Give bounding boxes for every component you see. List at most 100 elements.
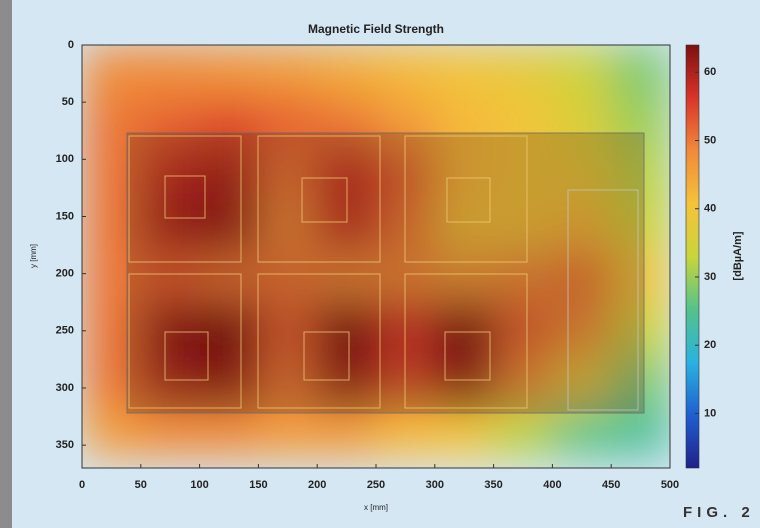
heat-cell <box>493 96 553 149</box>
heat-cell <box>493 250 553 303</box>
y-tick-label: 50 <box>62 96 74 108</box>
x-axis-label: x [mm] <box>364 503 388 512</box>
y-tick-label: 0 <box>68 39 74 51</box>
x-tick-label: 300 <box>426 479 444 491</box>
y-tick-label: 300 <box>56 382 74 394</box>
heat-cell <box>140 302 201 355</box>
heat-cell <box>376 199 436 252</box>
heat-cell <box>434 45 495 97</box>
heat-cell <box>258 250 318 303</box>
x-tick-label: 150 <box>249 479 267 491</box>
colorbar-tick-label: 60 <box>704 66 716 78</box>
x-tick-label: 350 <box>484 479 502 491</box>
heat-cell <box>82 96 142 149</box>
heat-cell <box>82 199 142 252</box>
heat-cell <box>376 96 436 149</box>
x-tick-label: 250 <box>367 479 385 491</box>
heat-cell <box>140 147 201 200</box>
y-tick-label: 100 <box>56 153 74 165</box>
x-tick-label: 400 <box>543 479 561 491</box>
heat-cell <box>611 96 670 149</box>
heat-cell <box>552 353 612 406</box>
heat-cell <box>82 250 142 303</box>
heat-cell <box>611 302 670 355</box>
heat-cell <box>140 45 201 97</box>
heat-cell <box>199 302 259 355</box>
heat-cell <box>82 45 142 97</box>
heat-cell <box>140 405 201 458</box>
heat-cell <box>199 45 259 97</box>
heat-cell <box>199 147 259 200</box>
heat-cell <box>258 45 318 97</box>
heat-cell <box>317 405 377 458</box>
y-tick-label: 150 <box>56 210 74 222</box>
heat-cell <box>376 405 436 458</box>
heat-cell <box>611 147 670 200</box>
heat-cell <box>434 199 495 252</box>
heat-cell <box>552 45 612 97</box>
heat-cell <box>552 96 612 149</box>
heat-cell <box>258 147 318 200</box>
heat-cell <box>199 199 259 252</box>
y-tick-label: 250 <box>56 325 74 337</box>
heat-cell <box>317 45 377 97</box>
heat-cell <box>376 353 436 406</box>
chart-title: Magnetic Field Strength <box>308 22 444 36</box>
heat-cell <box>493 405 553 458</box>
y-axis-label: y [mm] <box>29 244 38 268</box>
heat-cell <box>258 405 318 458</box>
heat-cell <box>434 147 495 200</box>
heat-cell <box>493 45 553 97</box>
heat-cell <box>376 302 436 355</box>
heat-cell <box>317 96 377 149</box>
x-tick-label: 200 <box>308 479 326 491</box>
colorbar-tick-label: 50 <box>704 134 716 146</box>
heat-cell <box>493 302 553 355</box>
heat-cell <box>82 353 142 406</box>
heat-cell <box>611 353 670 406</box>
colorbar-label: [dBµA/m] <box>732 231 744 280</box>
heat-cell <box>434 250 495 303</box>
heat-cell <box>140 96 201 149</box>
heat-cell <box>493 353 553 406</box>
heat-cell <box>258 96 318 149</box>
heat-cell <box>552 405 612 458</box>
heatmap <box>82 45 670 458</box>
heat-cell <box>258 302 318 355</box>
heat-cell <box>376 250 436 303</box>
heat-cell <box>552 302 612 355</box>
colorbar-tick-label: 20 <box>704 339 716 351</box>
heat-cell <box>611 199 670 252</box>
side-strip <box>0 0 12 528</box>
colorbar-tick-label: 30 <box>704 271 716 283</box>
heat-cell <box>552 199 612 252</box>
colorbar-tick-label: 40 <box>704 203 716 215</box>
heat-cell <box>199 405 259 458</box>
heat-cell <box>611 45 670 97</box>
heat-cell <box>552 250 612 303</box>
pcb-overlay <box>126 132 645 414</box>
heat-cell <box>493 147 553 200</box>
x-tick-label: 100 <box>190 479 208 491</box>
heat-cell <box>611 405 670 458</box>
heat-cell <box>552 147 612 200</box>
heat-cell <box>258 199 318 252</box>
heat-cell <box>317 250 377 303</box>
y-tick-label: 200 <box>56 268 74 280</box>
heat-cell <box>199 353 259 406</box>
heat-cell <box>611 250 670 303</box>
x-tick-label: 0 <box>79 479 85 491</box>
heat-cell <box>199 96 259 149</box>
heat-cell <box>140 250 201 303</box>
heat-cell <box>82 405 142 458</box>
heat-cell <box>434 405 495 458</box>
heat-cell <box>376 45 436 97</box>
x-tick-label: 50 <box>135 479 147 491</box>
figure-label: FIG. 2 <box>683 504 755 521</box>
colorbar <box>685 44 700 469</box>
heat-cell <box>434 96 495 149</box>
x-tick-label: 500 <box>661 479 679 491</box>
y-tick-label: 350 <box>56 439 74 451</box>
colorbar-tick-label: 10 <box>704 407 716 419</box>
